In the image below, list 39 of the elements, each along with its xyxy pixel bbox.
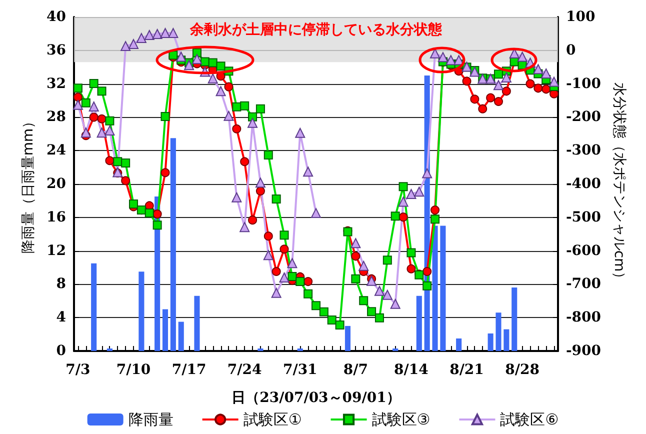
y2-tick-label: -300 [566,142,602,159]
y-tick-label: 24 [46,142,66,159]
y2-tick-label: -600 [566,242,602,259]
x-tick-label: 8/28 [505,362,540,378]
legend-label: 試験区① [243,410,302,428]
y-tick-label: 32 [46,76,66,92]
y2-tick-label: -200 [566,109,602,126]
y2-tick-label: -800 [566,310,602,326]
y-tick-label: 8 [56,276,66,292]
y-tick-label: 28 [46,109,66,126]
x-tick-label: 8/7 [343,362,368,378]
legend-label: 降雨量 [128,410,174,428]
y-axis-title: 降雨量（日雨量mm） [20,114,37,254]
y2-tick-label: -900 [566,343,602,359]
y2-tick-label: 0 [566,42,576,58]
x-tick-label: 7/10 [116,362,151,378]
y-tick-label: 0 [56,343,66,359]
x-tick-label: 7/31 [282,362,318,378]
y2-tick-label: 100 [566,9,596,25]
y2-axis-title: 水分状態（水ポテンシャルcm） [610,82,627,286]
y2-tick-label: -700 [566,276,602,292]
y2-tick-label: -400 [566,176,602,192]
legend-label: 試験区③ [372,410,430,428]
x-axis-title: 日（23/07/03～09/01） [232,390,400,406]
y2-tick-label: -100 [566,76,602,92]
y-tick-label: 4 [56,310,66,326]
y-tick-label: 20 [46,176,66,192]
x-tick-label: 7/3 [66,362,90,378]
band-label: 余剰水が土層中に停滞している水分状態 [189,21,443,38]
y-tick-label: 12 [46,242,66,259]
y-tick-label: 36 [46,42,66,58]
x-tick-label: 8/14 [394,362,429,378]
x-tick-label: 7/17 [172,362,206,378]
legend-label: 試験区⑥ [500,410,559,428]
y-tick-label: 40 [46,9,66,25]
x-tick-label: 8/21 [450,362,484,378]
y2-tick-label: -500 [566,209,602,226]
y-tick-label: 16 [46,209,66,226]
x-tick-label: 7/24 [227,362,262,378]
